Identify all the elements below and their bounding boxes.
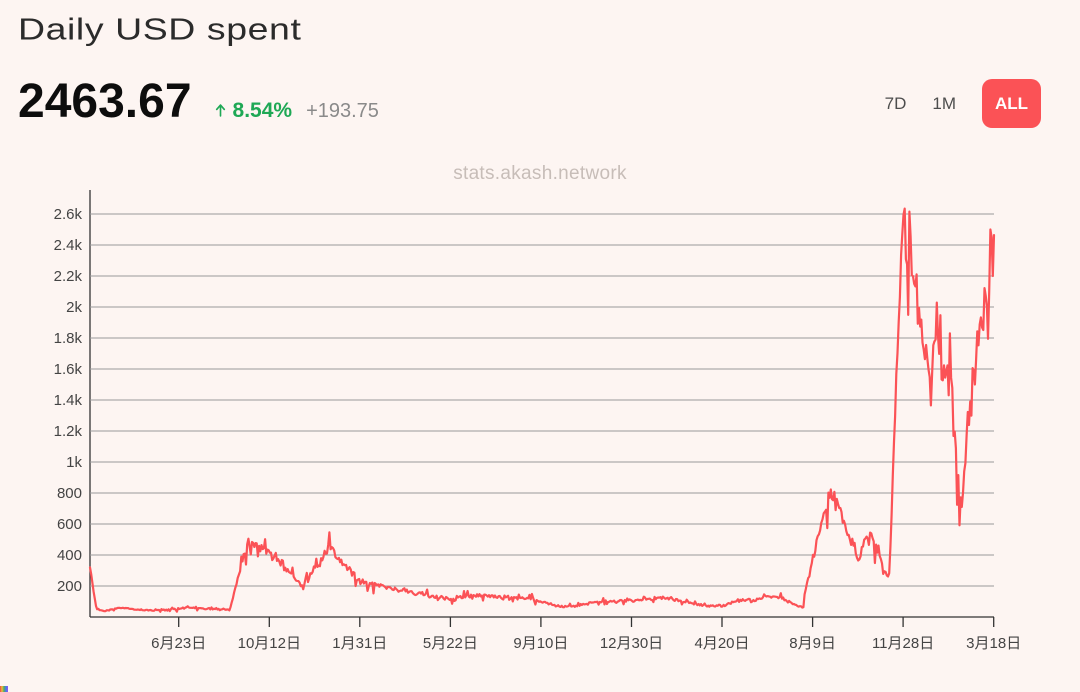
svg-text:400: 400 — [57, 547, 82, 564]
svg-text:12月30日: 12月30日 — [600, 635, 663, 652]
svg-text:8月9日: 8月9日 — [789, 635, 836, 652]
svg-text:10月12日: 10月12日 — [238, 635, 301, 652]
svg-text:1.4k: 1.4k — [54, 392, 83, 409]
svg-text:9月10日: 9月10日 — [513, 635, 568, 652]
svg-text:1.8k: 1.8k — [54, 330, 83, 347]
svg-text:200: 200 — [57, 578, 82, 595]
svg-text:1.6k: 1.6k — [54, 361, 83, 378]
svg-text:4月20日: 4月20日 — [694, 635, 749, 652]
svg-text:11月28日: 11月28日 — [872, 635, 934, 652]
svg-text:1月31日: 1月31日 — [332, 635, 387, 652]
svg-text:2.2k: 2.2k — [54, 268, 83, 285]
svg-text:600: 600 — [57, 516, 82, 533]
svg-text:6月23日: 6月23日 — [151, 635, 206, 652]
svg-text:1k: 1k — [66, 454, 82, 471]
svg-text:3月18日: 3月18日 — [966, 635, 1021, 652]
svg-text:2k: 2k — [66, 299, 82, 316]
svg-text:1.2k: 1.2k — [54, 423, 83, 440]
svg-text:800: 800 — [57, 485, 82, 502]
svg-text:2.4k: 2.4k — [54, 237, 83, 254]
svg-text:2.6k: 2.6k — [54, 206, 83, 223]
svg-text:5月22日: 5月22日 — [423, 635, 478, 652]
